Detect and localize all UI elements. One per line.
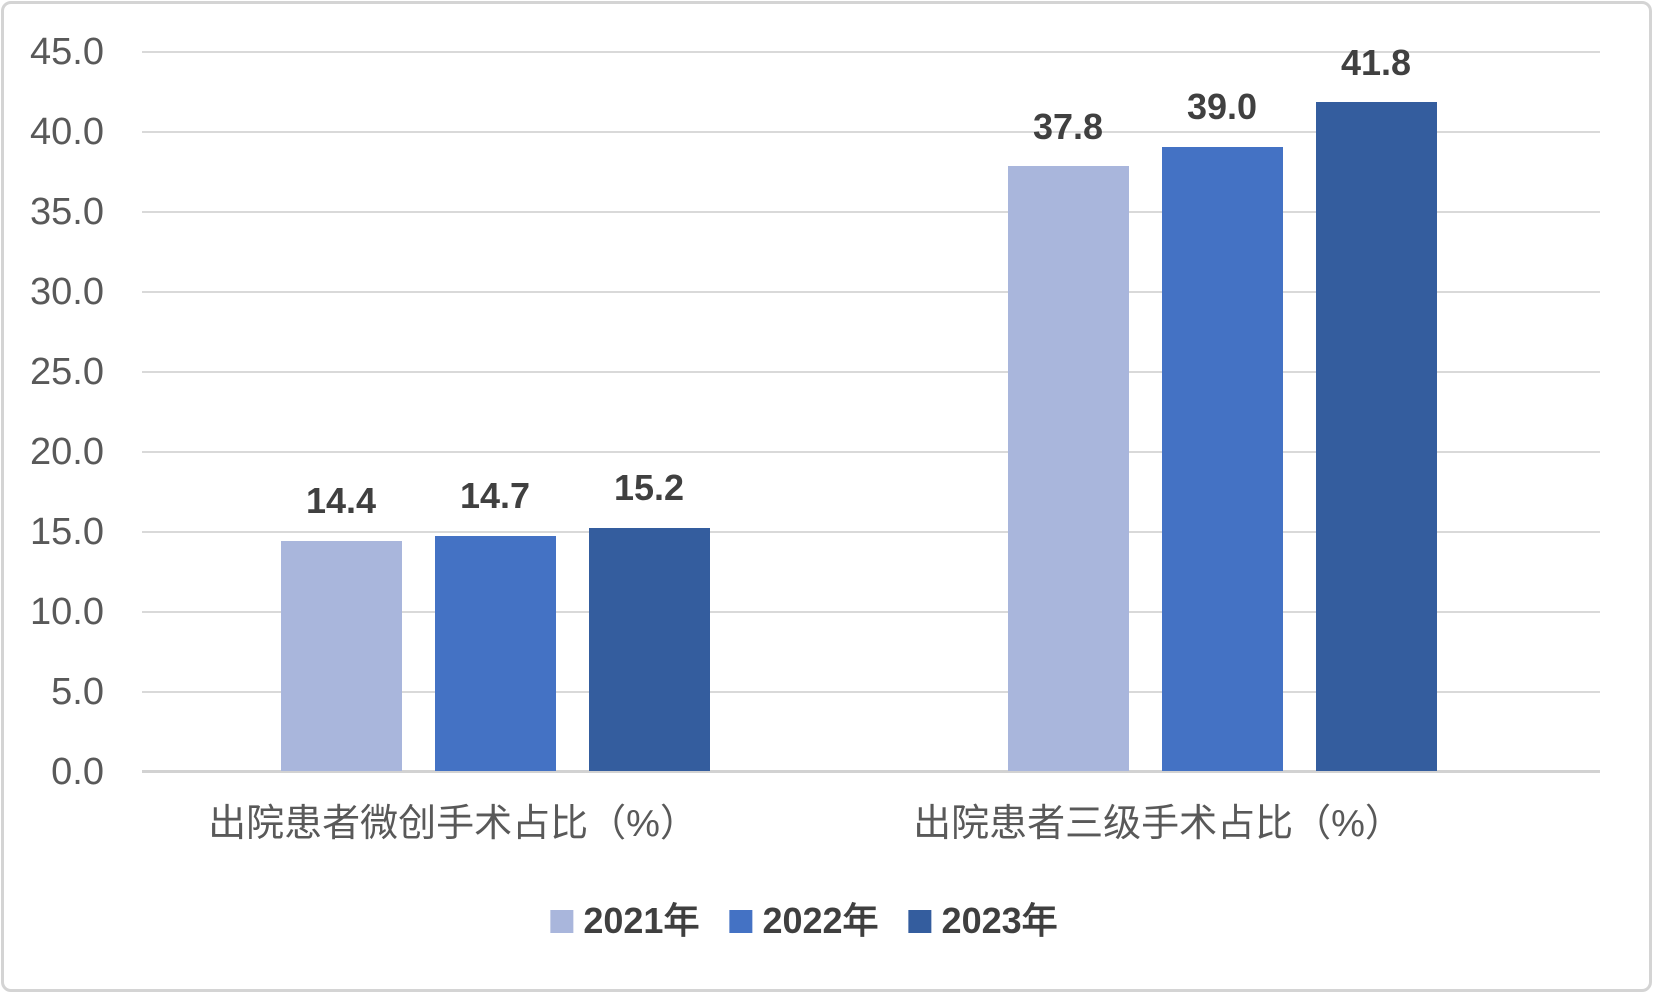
plot-area: 14.4 14.7 15.2 37.8 39.0 41.8 — [142, 43, 1600, 773]
legend-label: 2022年 — [762, 900, 879, 941]
bar — [1315, 102, 1437, 771]
y-axis: 0.0 5.0 10.0 15.0 20.0 25.0 30.0 35.0 40.0 45.0 — [0, 0, 110, 993]
bar-value-label: 39.0 — [1186, 86, 1258, 128]
bar-item: 39.0 — [1161, 86, 1283, 771]
y-axis-tick-label: 30.0 — [30, 271, 104, 313]
bar-value-label: 14.4 — [305, 480, 377, 522]
gridline — [142, 531, 1600, 533]
bar-item: 41.8 — [1315, 41, 1437, 771]
gridline — [142, 211, 1600, 213]
y-axis-tick-label: 0.0 — [51, 751, 104, 793]
bar-item: 15.2 — [588, 467, 710, 771]
bar-value-label: 41.8 — [1340, 41, 1412, 83]
legend-item: 2022年 — [729, 900, 879, 941]
bar — [434, 535, 556, 771]
bar-value-label: 14.7 — [459, 475, 531, 517]
bar-item: 37.8 — [1007, 105, 1129, 771]
legend-item: 2021年 — [550, 903, 699, 939]
category-label: 出院患者三级手术占比（%） — [913, 803, 1403, 845]
bar-item: 14.7 — [434, 475, 556, 771]
bar-group: 14.4 14.7 15.2 — [280, 467, 710, 771]
bar — [280, 540, 402, 771]
gridline — [142, 451, 1600, 453]
legend: 2021年 2022年 2023年 — [550, 900, 1058, 941]
bar-item: 14.4 — [280, 480, 402, 771]
bar-group: 37.8 39.0 41.8 — [1007, 41, 1437, 771]
bar — [1007, 166, 1129, 771]
y-axis-tick-label: 20.0 — [30, 431, 104, 473]
legend-swatch — [550, 909, 574, 933]
category-label: 出院患者微创手术占比（%） — [208, 803, 698, 845]
y-axis-tick-label: 15.0 — [30, 511, 104, 553]
y-axis-tick-label: 35.0 — [30, 191, 104, 233]
legend-swatch — [908, 909, 932, 933]
bar — [1161, 147, 1283, 771]
gridline — [142, 611, 1600, 613]
legend-swatch — [729, 909, 753, 933]
y-axis-tick-label: 40.0 — [30, 111, 104, 153]
gridline — [142, 51, 1600, 53]
bar-value-label: 37.8 — [1032, 105, 1104, 147]
gridline — [142, 770, 1600, 773]
gridline — [142, 131, 1600, 133]
y-axis-tick-label: 10.0 — [30, 591, 104, 633]
y-axis-tick-label: 45.0 — [30, 31, 104, 73]
bar-value-label: 15.2 — [613, 467, 685, 509]
gridline — [142, 291, 1600, 293]
legend-item: 2023年 — [908, 900, 1058, 941]
y-axis-tick-label: 25.0 — [30, 351, 104, 393]
gridline — [142, 371, 1600, 373]
gridline — [142, 691, 1600, 693]
legend-label: 2023年 — [941, 900, 1058, 941]
bar — [588, 527, 710, 771]
legend-label: 2021年 — [583, 900, 700, 941]
y-axis-tick-label: 5.0 — [51, 671, 104, 713]
